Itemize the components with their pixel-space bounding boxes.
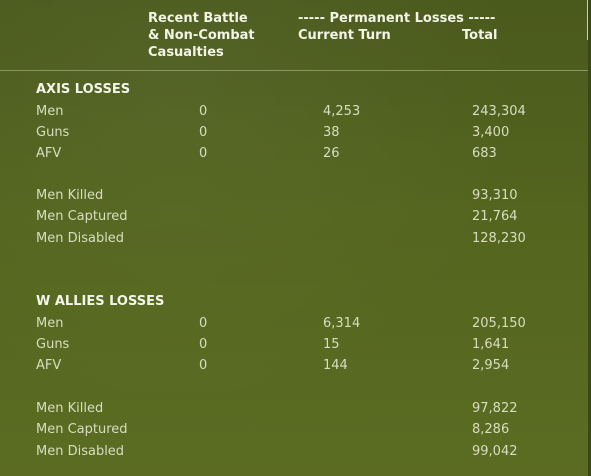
total-value: 3,400 (472, 125, 510, 140)
allies-row-men-captured: Men Captured 8,286 (0, 419, 588, 441)
recent-value: 0 (199, 146, 208, 161)
recent-value: 0 (199, 337, 208, 352)
total-value: 93,310 (472, 188, 518, 203)
total-value: 99,042 (472, 444, 518, 459)
current-turn-value: 15 (323, 337, 340, 352)
axis-row-men-captured: Men Captured 21,764 (0, 206, 588, 228)
axis-row-guns: Guns 0 38 3,400 (0, 122, 588, 144)
row-label: Men Killed (36, 188, 104, 203)
scrollbar-edge[interactable] (587, 0, 588, 40)
axis-row-men: Men 0 4,253 243,304 (0, 101, 588, 123)
row-label: Men Disabled (36, 231, 125, 246)
allies-losses-title: W ALLIES LOSSES (36, 294, 165, 309)
axis-losses-title: AXIS LOSSES (36, 82, 131, 97)
allies-row-men-killed: Men Killed 97,822 (0, 398, 588, 420)
recent-value: 0 (199, 104, 208, 119)
current-turn-value: 38 (323, 125, 340, 140)
recent-value: 0 (199, 316, 208, 331)
allies-row-men: Men 0 6,314 205,150 (0, 313, 588, 335)
row-label: Men Disabled (36, 444, 125, 459)
total-value: 21,764 (472, 209, 518, 224)
allies-row-guns: Guns 0 15 1,641 (0, 334, 588, 356)
axis-row-men-disabled: Men Disabled 128,230 (0, 228, 588, 250)
row-label: Guns (36, 125, 70, 140)
current-turn-value: 6,314 (323, 316, 361, 331)
current-turn-value: 4,253 (323, 104, 361, 119)
header-total: Total (462, 28, 498, 43)
header-recent-line2: & Non-Combat (148, 28, 255, 43)
header-divider (0, 70, 588, 71)
row-label: AFV (36, 146, 62, 161)
current-turn-value: 144 (323, 358, 348, 373)
row-label: Men (36, 316, 64, 331)
current-turn-value: 26 (323, 146, 340, 161)
row-label: AFV (36, 358, 62, 373)
axis-row-afv: AFV 0 26 683 (0, 143, 588, 165)
total-value: 1,641 (472, 337, 510, 352)
header-current-turn: Current Turn (298, 28, 391, 43)
recent-value: 0 (199, 358, 208, 373)
row-label: Guns (36, 337, 70, 352)
row-label: Men Captured (36, 209, 128, 224)
row-label: Men Killed (36, 401, 104, 416)
panel-right-border (588, 0, 591, 476)
allies-row-men-disabled: Men Disabled 99,042 (0, 441, 588, 463)
row-label: Men Captured (36, 422, 128, 437)
recent-value: 0 (199, 125, 208, 140)
header-recent-line3: Casualties (148, 45, 224, 60)
total-value: 683 (472, 146, 497, 161)
total-value: 97,822 (472, 401, 518, 416)
header-recent-line1: Recent Battle (148, 11, 248, 26)
axis-row-men-killed: Men Killed 93,310 (0, 185, 588, 207)
total-value: 205,150 (472, 316, 526, 331)
total-value: 8,286 (472, 422, 510, 437)
allies-row-afv: AFV 0 144 2,954 (0, 355, 588, 377)
total-value: 128,230 (472, 231, 526, 246)
header-permanent-losses: ----- Permanent Losses ----- (298, 11, 496, 26)
total-value: 243,304 (472, 104, 526, 119)
total-value: 2,954 (472, 358, 510, 373)
row-label: Men (36, 104, 64, 119)
